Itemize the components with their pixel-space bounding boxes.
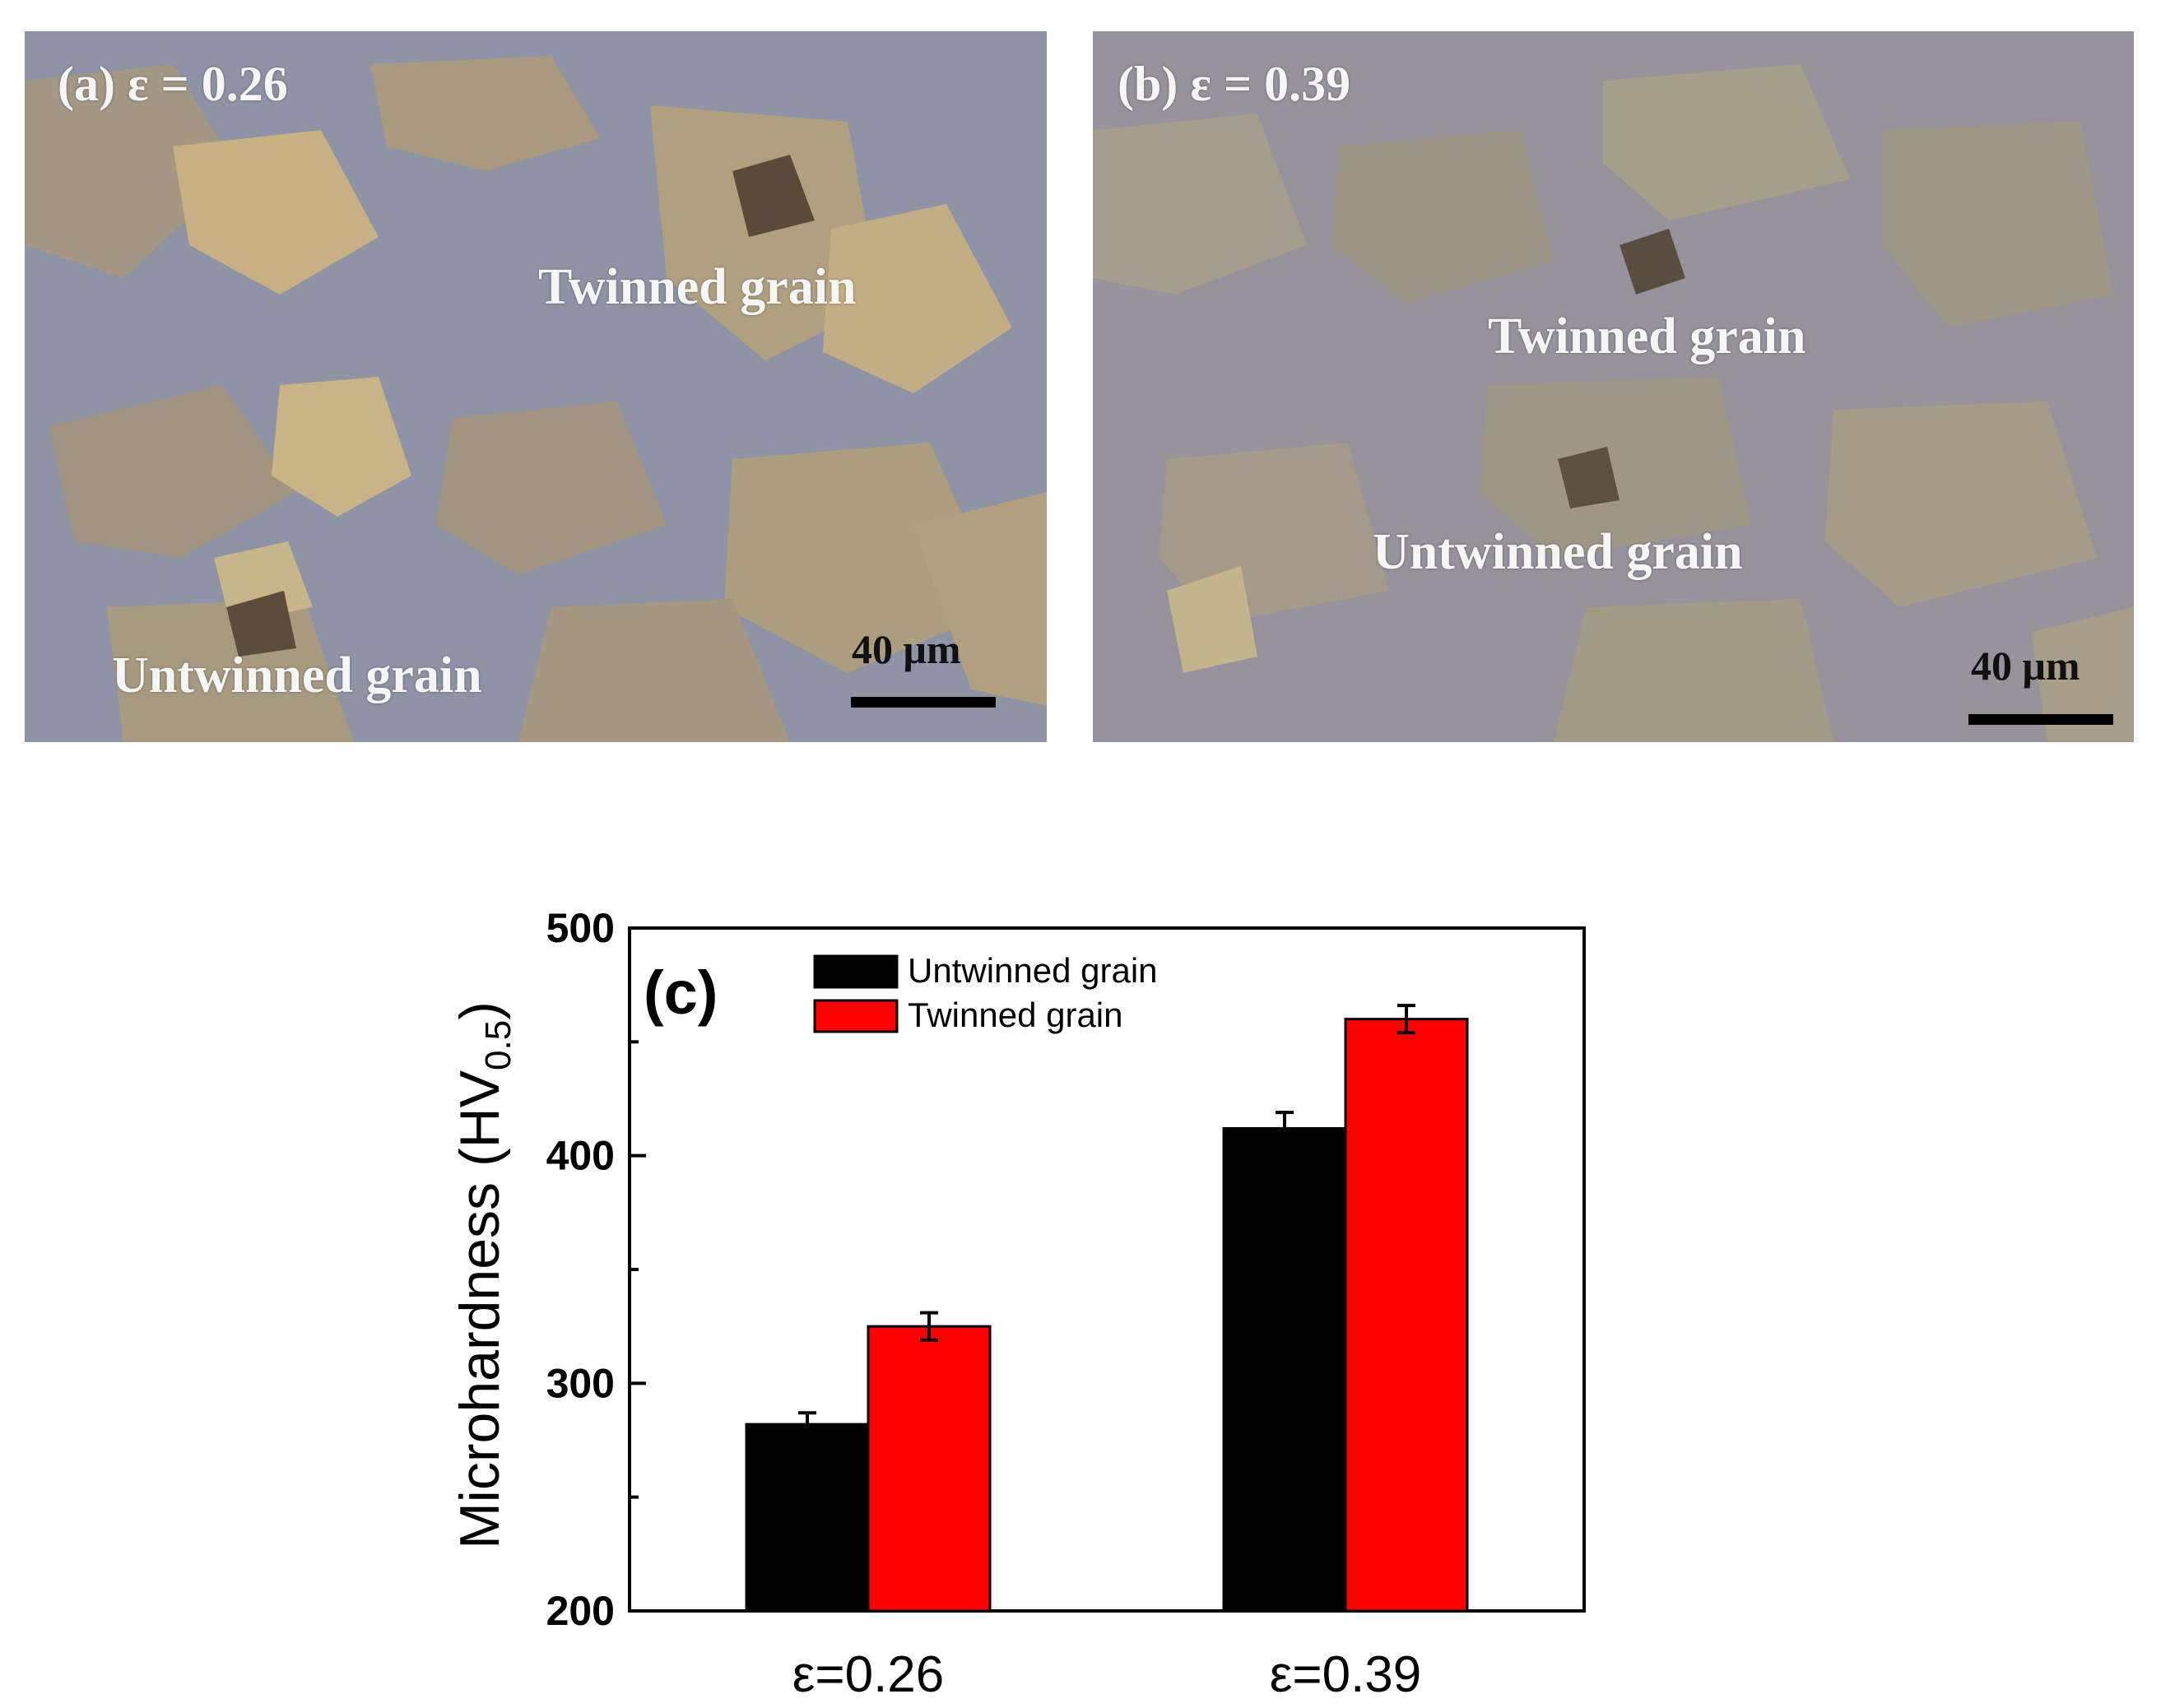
chart-bars	[745, 1018, 1469, 1613]
chart-panel-label: (c)	[644, 958, 718, 1027]
y-axis-label-main: Microhardness (HV	[448, 1070, 511, 1549]
panel-a-label: (a) ε = 0.26	[58, 57, 288, 111]
y-tick-label: 300	[546, 1360, 615, 1406]
legend-swatch	[813, 999, 899, 1033]
panel-b-scale-label: 40 μm	[1971, 643, 2080, 689]
x-category-label: ε=0.26	[792, 1646, 945, 1703]
y-tick-label: 400	[546, 1133, 615, 1179]
micrograph-texture-b	[1093, 31, 2134, 742]
legend-label: Twinned grain	[908, 996, 1123, 1034]
micrograph-panel-a: (a) ε = 0.26 Twinned grain Untwinned gra…	[25, 31, 1047, 742]
y-axis-label-close: )	[448, 1001, 511, 1020]
y-tick-label: 500	[546, 905, 615, 951]
panel-a-twinned-label: Twinned grain	[538, 259, 857, 315]
bar	[1344, 1018, 1469, 1613]
panel-a-untwinned-label: Untwinned grain	[112, 647, 482, 703]
panel-b-untwinned-label: Untwinned grain	[1373, 524, 1743, 580]
x-category-label: ε=0.39	[1270, 1646, 1422, 1703]
panel-b-label: (b) ε = 0.39	[1118, 57, 1351, 111]
y-axis-label-subscript: 0.5	[478, 1020, 518, 1070]
y-axis-label: Microhardness (HV0.5)	[448, 1001, 518, 1549]
panel-b-twinned-label: Twinned grain	[1488, 309, 1806, 364]
chart-error-bars	[798, 1004, 1415, 1437]
legend-swatch	[813, 954, 899, 989]
panel-b-scale-bar	[1968, 714, 2113, 725]
panel-a-scale-label: 40 μm	[852, 626, 961, 672]
y-tick-label: 200	[546, 1588, 615, 1634]
panel-a-scale-bar	[851, 697, 996, 708]
micrograph-panel-b: (b) ε = 0.39 Twinned grain Untwinned gra…	[1093, 31, 2134, 742]
legend-label: Untwinned grain	[908, 951, 1158, 990]
bar	[867, 1325, 992, 1613]
chart-tick-labels: 200 300 400 500 ε=0.26 ε=0.39	[546, 905, 1422, 1703]
chart-axes	[628, 926, 1586, 1613]
bar	[745, 1423, 870, 1613]
bar	[1222, 1126, 1347, 1613]
micrograph-texture-a	[25, 31, 1047, 742]
chart-legend: Untwinned grain Twinned grain	[813, 951, 1158, 1034]
